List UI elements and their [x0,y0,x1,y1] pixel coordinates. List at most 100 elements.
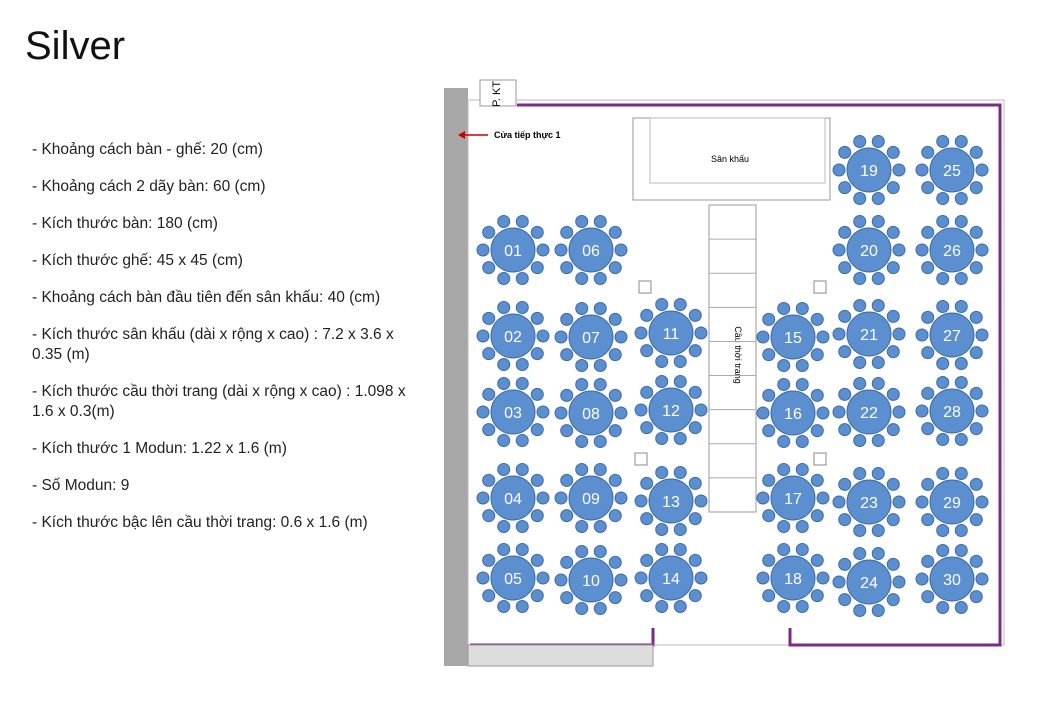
chair [688,308,702,322]
chair [892,495,906,509]
chair [832,163,846,177]
table-top [648,387,694,433]
chair [921,145,935,159]
pillar [638,280,652,294]
spec-line: - Kích thước bàn: 180 (cm) [32,215,218,232]
chair [975,495,989,509]
chair [614,406,628,420]
chair [795,377,809,391]
table-number: 22 [860,405,878,422]
chair [921,513,935,527]
chair [853,524,867,538]
table: 11 [634,297,708,369]
chair [777,462,791,476]
chair [871,466,885,480]
chair [575,544,589,558]
chair [593,214,607,228]
chair [816,491,830,505]
chair [810,424,824,438]
chair [530,553,544,567]
table: 27 [915,299,989,371]
chair [838,261,852,275]
chair [832,243,846,257]
chair [497,376,511,390]
chair [969,590,983,604]
chair [777,600,791,614]
chair [482,387,496,401]
pillar [813,452,827,466]
chair [816,571,830,585]
chair [838,557,852,571]
chair [954,601,968,615]
table-top [846,389,892,435]
chair [614,243,628,257]
chair [921,554,935,568]
chair [853,376,867,390]
table-top [648,310,694,356]
runway-label: Cầu thời trang [733,326,743,383]
chair [688,421,702,435]
chair [954,466,968,480]
chair [655,374,669,388]
room-outline [517,103,1002,647]
chair [969,346,983,360]
chair [954,524,968,538]
table-top [770,390,816,436]
chair [936,192,950,206]
chair [608,555,622,569]
table: 14 [634,542,708,614]
chair [476,571,490,585]
chair [853,298,867,312]
chair [554,330,568,344]
chair [640,385,654,399]
table-number: 21 [860,327,878,344]
chair [915,243,929,257]
chair [476,329,490,343]
chair [476,243,490,257]
chair [608,348,622,362]
table: 21 [832,298,906,370]
chair [915,495,929,509]
chair [762,388,776,402]
chair [886,261,900,275]
table: 25 [915,134,989,206]
chair [515,542,529,556]
chair [975,163,989,177]
chair [886,145,900,159]
chair [886,423,900,437]
table-top [490,389,536,435]
spec-line: - Khoảng cách bàn đầu tiên đến sân khấu:… [32,289,381,306]
chair [515,600,529,614]
table: 02 [476,300,550,372]
chair [892,163,906,177]
chair [575,602,589,616]
chair [476,491,490,505]
chair [921,181,935,195]
chair [954,214,968,228]
table-number: 15 [784,330,802,347]
table-number: 09 [582,491,600,508]
chair [673,297,687,311]
chair [688,344,702,358]
room-box [479,79,517,107]
chair [838,477,852,491]
chair [777,542,791,556]
table: 01 [476,214,550,286]
chair [593,359,607,373]
chair [482,261,496,275]
table-top [490,555,536,601]
table-number: 26 [943,243,961,260]
chair [673,600,687,614]
table-number: 25 [943,163,961,180]
chair [640,308,654,322]
chair [560,424,574,438]
chair [497,358,511,372]
chair [810,312,824,326]
chair [954,299,968,313]
table-number: 12 [662,403,680,420]
chair [482,311,496,325]
table-number: 19 [860,163,878,180]
chair [816,330,830,344]
chair [892,327,906,341]
chair [756,406,770,420]
